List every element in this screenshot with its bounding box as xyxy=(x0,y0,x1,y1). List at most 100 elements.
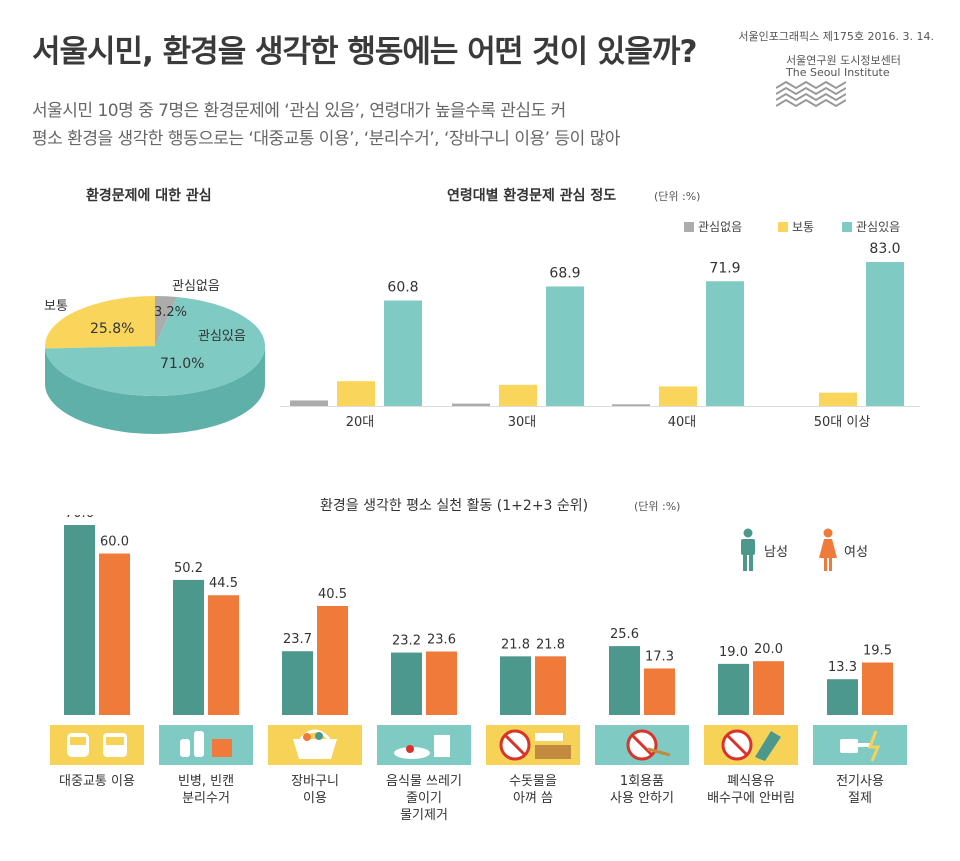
activity-bar-male xyxy=(609,646,640,715)
activity-category-label: 전기사용 xyxy=(836,774,884,789)
activity-bar-female xyxy=(99,553,130,715)
subtitle-line-2: 평소 환경을 생각한 행동으로는 ‘대중교통 이용’, ‘분리수거’, ‘장바구… xyxy=(32,129,620,149)
activity-chart-unit: (단위 :%) xyxy=(634,500,681,513)
activity-bar-value-label: 19.0 xyxy=(719,645,748,660)
legend-male: 남성 xyxy=(738,528,788,572)
age-category-label: 30대 xyxy=(508,415,537,430)
activity-bar-value-label: 21.8 xyxy=(536,637,565,652)
activity-bar-male xyxy=(827,679,858,715)
legend-no-interest: 관심없음 xyxy=(684,218,742,235)
activity-category-label: 대중교통 이용 xyxy=(59,774,135,789)
activity-bar-value-label: 23.7 xyxy=(283,632,312,647)
age-bar-chart: 60.8 20대 68.9 30대 71.9 40대 83.0 50대 이상 xyxy=(280,241,920,430)
pie-value-no-interest: 3.2% xyxy=(154,305,187,320)
age-bar-interested xyxy=(706,281,744,406)
bottles-can-icon xyxy=(159,725,253,765)
pie-slice-interested xyxy=(45,297,266,396)
legend-female: 여성 xyxy=(818,528,868,572)
legend-label-interested: 관심있음 xyxy=(856,220,901,234)
organization-english: The Seoul Institute xyxy=(786,66,890,79)
pie-chart-title: 환경문제에 대한 관심 xyxy=(86,188,212,204)
disposable-icon-glyph xyxy=(626,729,671,761)
subtitle-line-1: 서울시민 10명 중 7명은 환경문제에 ‘관심 있음’, 연령대가 높을수록 … xyxy=(32,101,566,121)
bus-train-icon-glyph xyxy=(67,733,127,757)
legend-label-female: 여성 xyxy=(844,544,868,560)
activity-bar-female xyxy=(426,651,457,715)
activity-bar-value-label: 17.3 xyxy=(645,649,674,664)
page-title: 서울시민, 환경을 생각한 행동에는 어떤 것이 있을까? xyxy=(32,34,697,70)
activity-category-label: 아껴 씀 xyxy=(513,791,553,806)
activity-category-label: 줄이기 xyxy=(406,791,442,806)
activity-category-label: 수돗물을 xyxy=(509,774,557,789)
activity-category-label: 이용 xyxy=(303,791,327,806)
plug-icon-glyph xyxy=(840,730,881,762)
age-bar-value-label: 60.8 xyxy=(387,280,418,296)
seoul-institute-logo xyxy=(776,80,846,108)
activity-category-label: 1회용품 xyxy=(620,774,664,789)
activity-category-label: 물기제거 xyxy=(400,808,448,823)
activity-bar-value-label: 23.2 xyxy=(392,634,421,649)
bottles-can-icon-glyph xyxy=(180,731,232,757)
food-waste-icon xyxy=(377,725,471,765)
pie-label-normal: 보통 xyxy=(44,299,68,314)
pie-chart: 관심없음 3.2% 보통 25.8% 관심있음 71.0% xyxy=(44,279,266,434)
activity-bar-value-label: 21.8 xyxy=(501,637,530,652)
pie-slice-normal xyxy=(45,296,155,349)
activity-category-label: 분리수거 xyxy=(182,791,230,806)
pie-label-interested: 관심있음 xyxy=(198,329,246,344)
legend-normal: 보통 xyxy=(778,218,814,235)
activity-category-label: 폐식용유 xyxy=(727,774,775,789)
activity-category-label: 음식물 쓰레기 xyxy=(386,774,462,789)
activity-bar-female xyxy=(862,662,893,715)
activity-chart-title: 환경을 생각한 평소 실천 활동 (1+2+3 순위) xyxy=(320,498,589,514)
activity-bar-female xyxy=(644,668,675,715)
age-category-label: 40대 xyxy=(668,415,697,430)
age-bar-normal xyxy=(659,386,697,406)
activity-bar-value-label: 13.3 xyxy=(828,660,857,675)
age-category-label: 20대 xyxy=(346,415,375,430)
activity-category-label: 절제 xyxy=(848,791,872,806)
female-person-icon xyxy=(819,528,837,571)
activity-bar-value-label: 20.0 xyxy=(754,642,783,657)
activity-bar-female xyxy=(317,606,348,715)
legend-swatch-teal xyxy=(842,221,852,232)
activity-bar-value-label: 23.6 xyxy=(427,632,456,647)
activity-bar-male xyxy=(391,652,422,715)
activity-bar-male xyxy=(64,525,95,715)
activity-bar-female xyxy=(753,661,784,715)
activity-bar-value-label: 44.5 xyxy=(209,576,238,591)
pie-slice-no-interest xyxy=(155,296,177,346)
male-person-icon xyxy=(741,528,755,571)
age-bar-interested xyxy=(546,286,584,406)
activity-category-label: 사용 안하기 xyxy=(610,791,674,806)
pie-side-depth xyxy=(45,346,265,434)
food-waste-icon-glyph xyxy=(394,735,450,759)
activity-bar-value-label: 70.6 xyxy=(65,515,94,521)
age-category-label: 50대 이상 xyxy=(814,415,871,430)
activity-bar-female xyxy=(535,656,566,715)
pie-label-no-interest: 관심없음 xyxy=(172,279,220,294)
age-bar-normal xyxy=(499,384,537,406)
age-bar-normal xyxy=(819,392,857,406)
age-chart-unit: (단위 :%) xyxy=(654,190,701,203)
activity-bar-male xyxy=(282,651,313,715)
basket-icon-glyph xyxy=(293,729,337,759)
age-bar-no-interest xyxy=(452,403,490,406)
activity-bar-male xyxy=(500,656,531,715)
activity-bar-male xyxy=(173,579,204,715)
age-bar-no-interest xyxy=(290,400,328,406)
activity-bar-value-label: 19.5 xyxy=(863,644,892,659)
activity-category-label: 빈병, 빈캔 xyxy=(178,774,234,789)
activity-bar-value-label: 60.0 xyxy=(100,535,129,550)
age-bar-interested xyxy=(866,262,904,406)
age-bar-value-label: 83.0 xyxy=(869,241,900,257)
legend-swatch-yellow xyxy=(778,221,788,232)
activity-bar-value-label: 40.5 xyxy=(318,587,347,602)
activity-bar-male xyxy=(718,663,749,715)
age-chart-title: 연령대별 환경문제 관심 정도 xyxy=(447,188,617,204)
activity-category-label: 배수구에 안버림 xyxy=(707,791,795,806)
publication-info: 서울인포그래픽스 제175호 2016. 3. 14. xyxy=(738,30,934,43)
bus-train-icon xyxy=(50,725,144,765)
